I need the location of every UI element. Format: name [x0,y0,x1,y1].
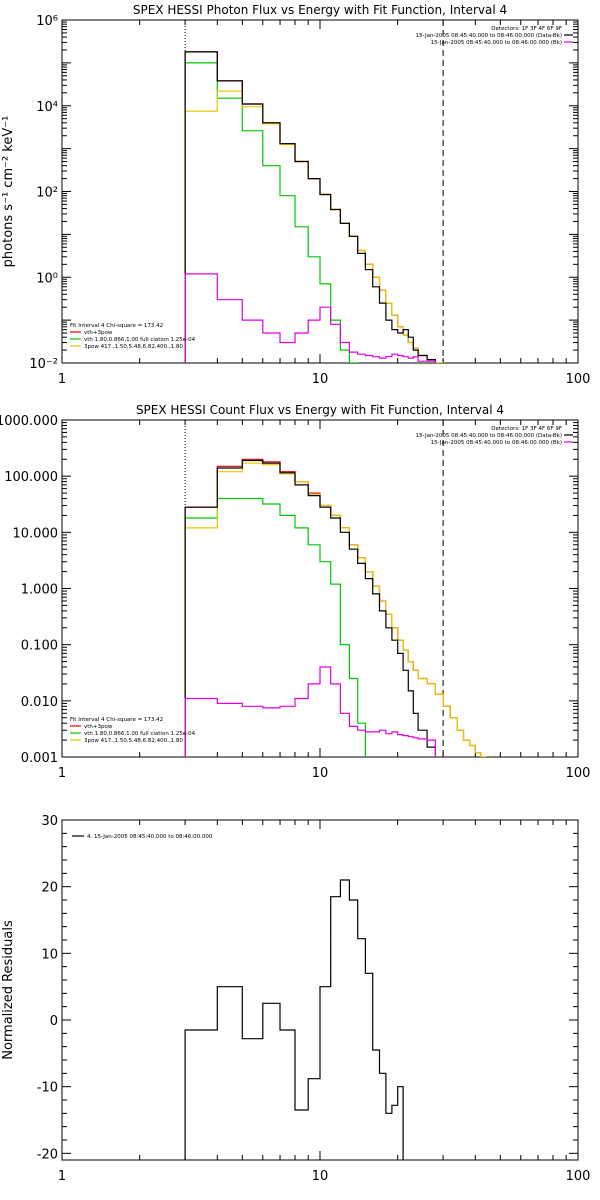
x-tick-label: 1 [58,372,66,387]
series-line-3pow [184,90,444,363]
legend-bottom-left: Fit Interval 4 Chi-square = 173.42vth+3p… [70,717,196,744]
legend-bl-entry: vth+3pow [84,724,113,730]
y-tick-label: 30 [41,814,58,829]
series-line-vth+3pow [184,51,444,363]
y-tick-label: -10 [37,1081,58,1096]
y-tick-label: 0.001 [21,751,58,766]
x-tick-label: 100 [566,372,591,387]
legend-bl-entry: vth 1.80,0.866,1.00 full ciation 1.25e-0… [84,731,196,737]
y-axis: 10⁻² 10⁰ 10² 10⁴ 10⁶ [29,14,578,372]
y-axis-label: Normalized Residuals [1,920,16,1060]
x-tick-label: 10 [312,766,329,781]
series-line-vth [184,62,359,363]
chart-title: SPEX HESSI Count Flux vs Energy with Fit… [136,403,504,417]
x-axis: 1 10 100 [58,20,591,387]
y-axis: 0.001 0.010 0.100 1.000 10.000 100.000 1000.00… [0,414,578,766]
x-axis: 1 10 100 [58,420,591,781]
legend-tr-entry: 15-Jan-2005 08:45:40.000 to 08:46:00.000… [431,40,562,46]
legend-bl-entry: 3pow 417.,1.50,5.48,6.82,400.,1.80 [84,344,183,350]
y-axis: -20 -10 0 10 20 30 [37,814,578,1162]
legend-tr-entry: 15-Jan-2005 08:45:40.000 to 08:46:00.000… [416,433,562,439]
x-tick-label: 1 [58,1169,66,1184]
y-tick-label: 10² [36,186,58,201]
series-group [184,458,487,757]
y-tick-label: 20 [41,881,58,896]
y-tick-label: -20 [37,1147,58,1162]
legend-bottom-left: Fit Interval 4 Chi-square = 173.42vth+3p… [70,323,196,350]
x-axis: 1 10 100 [58,820,591,1184]
series-line-vth [184,497,366,757]
y-tick-label: 10⁶ [36,14,58,29]
x-tick-label: 10 [312,1169,329,1184]
legend-bl-entry: vth+3pow [84,330,113,336]
series-line-background [184,273,436,363]
x-tick-label: 100 [566,766,591,781]
y-tick-label: 10⁰ [36,271,58,286]
chart-panel-1: SPEX HESSI Photon Flux vs Energy with Fi… [1,3,591,387]
y-axis-label: photons s⁻¹ cm⁻² keV⁻¹ [1,116,16,268]
y-tick-label: 100.000 [4,470,58,485]
y-tick-label: 0.010 [21,695,58,710]
y-tick-label: 10⁻² [29,357,58,372]
legend-tr-entry: 15-Jan-2005 08:45:40.000 to 08:46:00.000… [416,33,562,39]
series-line-background [184,666,436,757]
series-group [184,879,404,1160]
series-group [184,51,444,363]
legend-tr-entry: 15-Jan-2005 08:45:40.000 to 08:46:00.000… [431,440,562,446]
y-tick-label: 10 [41,947,58,962]
y-tick-label: 10⁴ [36,100,58,115]
series-line-data [184,459,436,757]
y-tick-label: 10.000 [13,526,59,541]
legend-tr-entry: Detectors: 1F 3F 4F 6F 9F [491,426,562,432]
legend-bl-entry: vth 1.80,0.866,1.00 full ciation 1.25e-0… [84,337,196,343]
legend-bl-entry: Fit Interval 4 Chi-square = 173.42 [70,323,163,329]
y-tick-label: 1.000 [21,583,58,598]
chart-title: SPEX HESSI Photon Flux vs Energy with Fi… [133,3,507,17]
series-line-4 [184,879,404,1160]
chart-panel-2: SPEX HESSI Count Flux vs Energy with Fit… [0,403,591,781]
legend-bl-entry: 3pow 417.,1.50,5.48,6.82,400.,1.80 [84,738,183,744]
y-tick-label: 1000.000 [0,414,58,429]
legend-tr-entry: Detectors: 1F 3F 4F 6F 9F [491,26,562,32]
x-tick-label: 10 [312,372,329,387]
series-line-data [184,51,436,363]
legend-bl-entry: Fit Interval 4 Chi-square = 173.42 [70,717,163,723]
y-tick-label: 0 [50,1014,58,1029]
x-tick-label: 100 [566,1169,591,1184]
chart-panel-3: 1 10 100 -20 -10 0 10 20 30 Normalized Residuals 4… [1,814,591,1184]
plot-frame [61,419,579,758]
y-tick-label: 0.100 [21,639,58,654]
x-tick-label: 1 [58,766,66,781]
legend-residual: 4. 15-Jan-2005 08:45:40.000 to 08:46:00.… [72,834,213,840]
legend-entry: 4. 15-Jan-2005 08:45:40.000 to 08:46:00.… [87,834,213,840]
